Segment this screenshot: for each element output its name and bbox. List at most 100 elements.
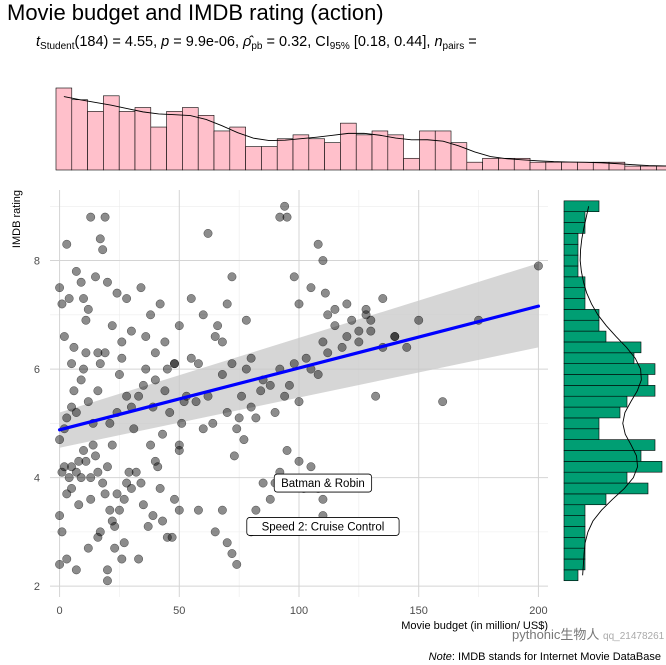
data-point <box>112 288 122 298</box>
data-point <box>347 315 357 325</box>
watermark-small: qq_21478261 <box>603 631 665 642</box>
data-point <box>69 386 79 396</box>
data-point <box>198 424 208 434</box>
data-point <box>155 484 165 493</box>
data-point <box>361 304 371 314</box>
x-axis-label: Movie budget (in million/ US$) <box>401 620 548 632</box>
x-tick-label: 150 <box>410 605 428 617</box>
data-point <box>114 370 124 379</box>
y-tick-label: 6 <box>34 364 40 376</box>
data-point <box>81 348 91 358</box>
x-hist-bar <box>197 115 215 171</box>
note-label: Note <box>428 651 452 663</box>
data-point <box>100 348 110 358</box>
data-point <box>83 304 93 314</box>
data-point <box>294 456 304 466</box>
y-hist-bar <box>563 395 628 408</box>
p-symbol: p <box>161 34 170 50</box>
p-value: = 9.9e-06, <box>173 34 239 50</box>
y-hist-bar <box>563 515 586 527</box>
label-box <box>246 517 400 536</box>
data-point <box>93 467 103 477</box>
data-point <box>146 310 156 320</box>
data-point <box>69 342 79 352</box>
data-point <box>158 516 167 526</box>
data-point <box>114 505 124 515</box>
y-hist-bar <box>563 537 586 549</box>
data-point <box>103 565 112 575</box>
watermark: pythonic生物人 qq_21478261 <box>512 624 664 643</box>
x-hist-bar <box>577 161 594 171</box>
note-text: : IMDB stands for Internet Movie DataBas… <box>451 651 661 663</box>
data-point <box>241 364 251 374</box>
data-point <box>222 538 232 548</box>
y-hist-bar <box>563 211 586 223</box>
x-hist-bar <box>87 111 104 171</box>
y-hist-bar <box>563 243 579 256</box>
y-axis-label: IMDB rating <box>11 190 23 248</box>
data-point <box>138 380 148 390</box>
data-point <box>203 228 213 238</box>
data-point <box>289 272 299 282</box>
data-point <box>177 418 187 428</box>
y-hist-bar <box>563 352 635 364</box>
data-point <box>198 310 208 320</box>
data-point <box>227 359 237 369</box>
point-label: Speed 2: Cruise Control <box>246 517 400 536</box>
data-point <box>64 294 74 303</box>
data-point <box>318 256 328 265</box>
data-point <box>67 484 76 493</box>
watermark-text: pythonic生物人 <box>512 627 600 642</box>
x-hist-bar <box>213 130 231 171</box>
data-point <box>93 386 103 396</box>
data-point <box>95 359 105 369</box>
data-point <box>227 549 237 559</box>
data-point <box>265 494 275 504</box>
data-point <box>237 391 246 401</box>
x-tick-label: 0 <box>57 605 63 617</box>
data-point <box>234 413 244 423</box>
data-point <box>136 283 146 293</box>
y-tick-label: 4 <box>34 473 40 485</box>
x-hist-bar <box>276 138 294 171</box>
x-tick-label: 50 <box>173 605 185 617</box>
x-hist-bar <box>656 165 666 171</box>
data-point <box>160 337 170 347</box>
data-point <box>258 478 268 488</box>
data-point <box>213 321 223 331</box>
data-point <box>378 294 388 303</box>
data-point <box>162 364 172 374</box>
data-point <box>62 413 72 423</box>
data-point <box>141 364 151 374</box>
data-point <box>95 234 105 244</box>
data-point <box>83 543 93 553</box>
data-point <box>354 326 364 336</box>
data-point <box>110 543 120 553</box>
y-hist-bar <box>563 482 649 495</box>
data-point <box>191 397 201 407</box>
data-point <box>275 212 285 222</box>
data-point <box>103 576 112 586</box>
x-hist-bar <box>624 165 641 171</box>
confidence-band <box>59 263 539 448</box>
data-point <box>390 332 400 341</box>
data-point <box>86 212 96 222</box>
data-point <box>167 532 177 542</box>
t-value: (184) = 4.55, <box>74 34 158 50</box>
x-hist-bar <box>166 111 183 171</box>
data-point <box>79 294 88 303</box>
data-point <box>91 451 100 461</box>
data-point <box>93 348 103 358</box>
data-point <box>174 321 184 331</box>
x-hist-bar <box>355 134 373 171</box>
x-hist-bar <box>55 87 73 171</box>
n-sub: pairs <box>442 41 465 52</box>
y-hist-bar <box>563 254 579 267</box>
data-point <box>227 272 237 282</box>
data-point <box>210 527 220 537</box>
data-point <box>71 408 81 417</box>
data-point <box>67 359 76 369</box>
y-hist-bar <box>563 558 586 571</box>
x-hist-bar <box>434 130 452 171</box>
